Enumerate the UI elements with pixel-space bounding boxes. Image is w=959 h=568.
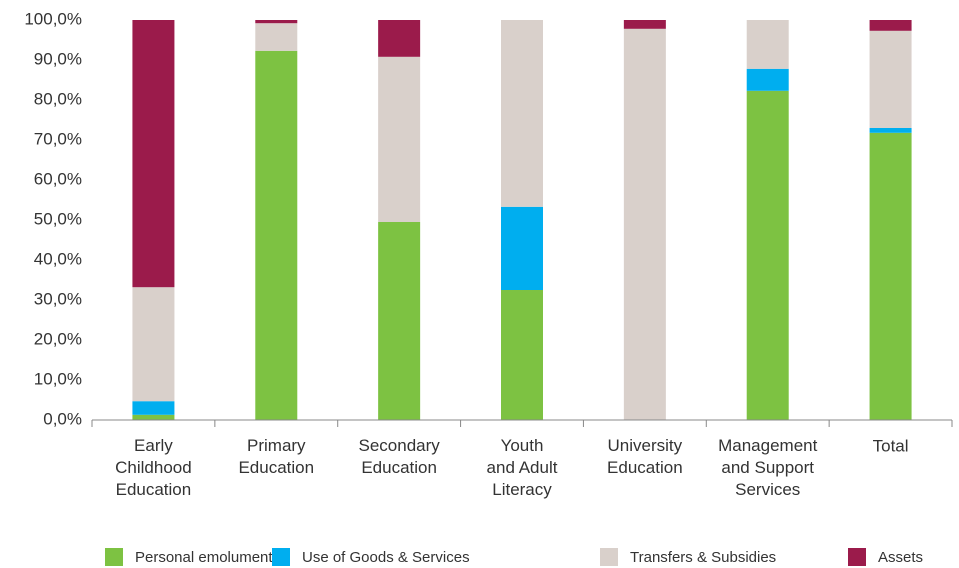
- bar-segment: [378, 56, 421, 222]
- bar-segment: [255, 23, 298, 51]
- bar-segment: [255, 20, 298, 24]
- legend-label: Assets: [878, 549, 923, 566]
- x-tick-label: Primary Education: [238, 436, 314, 477]
- legend-swatch: [848, 548, 866, 566]
- y-tick-label: 50,0%: [34, 209, 82, 228]
- x-tick-label: Secondary Education: [359, 436, 441, 477]
- bar-segment: [623, 20, 666, 29]
- bar-segment: [132, 414, 175, 420]
- bar-segment: [623, 28, 666, 421]
- y-tick-label: 90,0%: [34, 49, 82, 68]
- legend-swatch: [600, 548, 618, 566]
- legend-label: Use of Goods & Services: [302, 549, 470, 566]
- bar-segment: [869, 20, 912, 31]
- x-tick-label: Total: [873, 436, 909, 455]
- bar-segment: [746, 90, 789, 421]
- bar-segment: [746, 68, 789, 91]
- bar-segment: [378, 20, 421, 57]
- x-tick-label: University Education: [607, 436, 683, 477]
- bar-segment: [869, 132, 912, 421]
- bar-segment: [132, 401, 175, 415]
- bar-segment: [501, 206, 543, 290]
- legend-swatch: [105, 548, 123, 566]
- bar-segment: [378, 222, 421, 420]
- y-tick-label: 20,0%: [34, 329, 82, 348]
- bar-segment: [255, 50, 298, 421]
- bar-segment: [869, 30, 912, 128]
- y-tick-label: 10,0%: [34, 369, 82, 388]
- y-tick-label: 100,0%: [24, 9, 82, 28]
- x-tick-label: Early Childhood Education: [115, 436, 192, 499]
- bar-segment: [132, 20, 175, 288]
- bar-segment: [501, 20, 543, 207]
- y-tick-label: 30,0%: [34, 289, 82, 308]
- x-tick-label: Management and Support Services: [718, 436, 818, 499]
- legend-swatch: [272, 548, 290, 566]
- y-tick-label: 0,0%: [43, 409, 82, 428]
- y-tick-label: 60,0%: [34, 169, 82, 188]
- x-tick-label: Youth and Adult Literacy: [487, 436, 558, 499]
- bar-segment: [869, 128, 912, 133]
- legend-label: Personal emoluments: [135, 549, 280, 566]
- bar-segment: [132, 287, 175, 402]
- y-tick-label: 70,0%: [34, 129, 82, 148]
- y-tick-label: 80,0%: [34, 89, 82, 108]
- legend-label: Transfers & Subsidies: [630, 549, 776, 566]
- bar-segment: [746, 20, 789, 69]
- y-tick-label: 40,0%: [34, 249, 82, 268]
- bar-segment: [501, 290, 543, 420]
